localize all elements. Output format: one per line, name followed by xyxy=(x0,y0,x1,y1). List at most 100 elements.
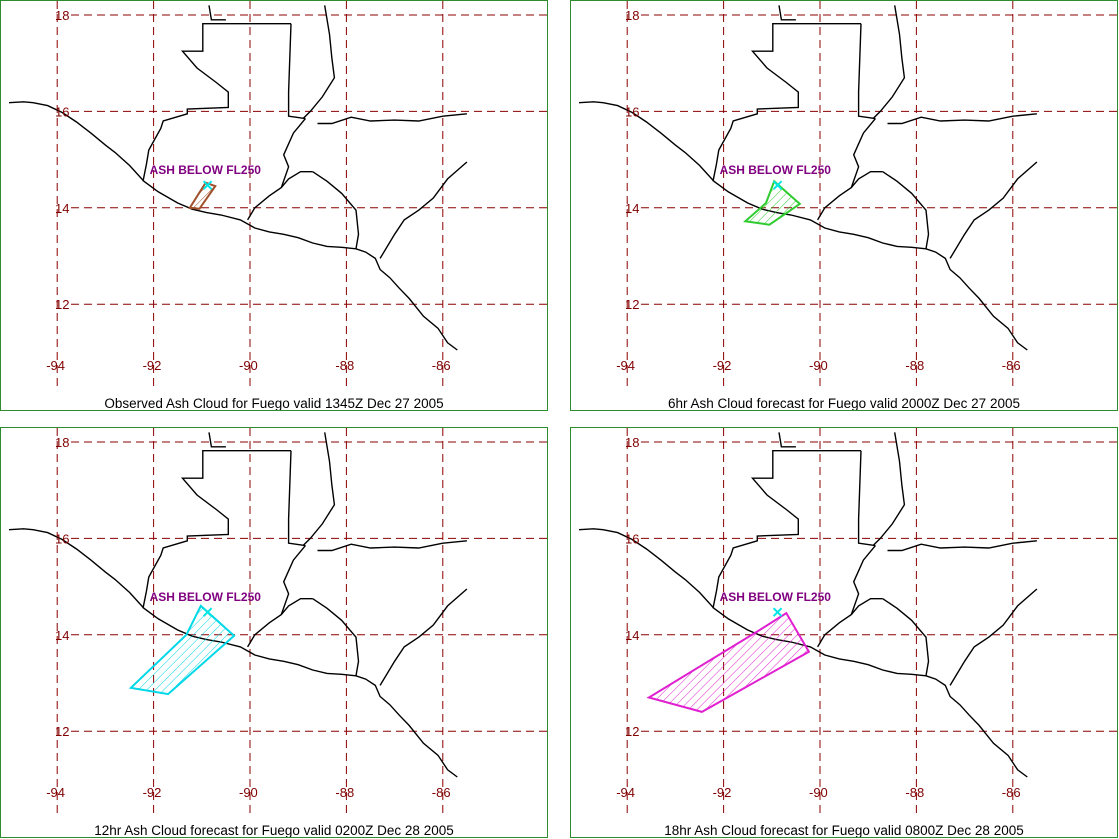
map-outline xyxy=(379,161,468,259)
map-outline xyxy=(857,450,876,547)
map-outline xyxy=(712,450,861,609)
map-outline xyxy=(208,432,226,448)
lat-tick-label: 14 xyxy=(625,628,639,643)
map-outline xyxy=(302,5,336,120)
ash-altitude-label: ASH BELOW FL250 xyxy=(720,590,832,604)
map-outline xyxy=(280,545,306,615)
lon-tick-label: -90 xyxy=(239,785,258,800)
ash-cloud-polygon xyxy=(646,611,811,713)
map-outline xyxy=(882,171,930,249)
lon-tick-label: -92 xyxy=(713,785,732,800)
map-outline xyxy=(287,450,306,547)
map-outline xyxy=(312,598,360,676)
ash-altitude-label: ASH BELOW FL250 xyxy=(720,163,832,177)
ash-altitude-label: ASH BELOW FL250 xyxy=(150,163,262,177)
lon-tick-label: -86 xyxy=(432,785,451,800)
map-outline xyxy=(816,170,883,221)
map-outline xyxy=(872,5,906,120)
lon-tick-label: -86 xyxy=(1002,358,1021,373)
map-outline xyxy=(778,5,796,21)
map-outline xyxy=(246,597,313,648)
lon-tick-label: -94 xyxy=(616,358,635,373)
map-outline xyxy=(302,432,336,547)
lon-tick-label: -86 xyxy=(432,358,451,373)
map-outline xyxy=(208,5,226,21)
lon-tick-label: -88 xyxy=(335,358,354,373)
lon-tick-label: -90 xyxy=(809,358,828,373)
lon-tick-label: -90 xyxy=(239,358,258,373)
map-outline xyxy=(312,171,360,249)
lat-tick-label: 12 xyxy=(55,297,69,312)
lon-tick-label: -94 xyxy=(616,785,635,800)
volcano-marker-icon xyxy=(772,607,783,617)
map-outline xyxy=(578,528,1028,778)
map-outline xyxy=(280,118,306,188)
ash-altitude-label: ASH BELOW FL250 xyxy=(150,590,262,604)
lon-tick-label: -92 xyxy=(143,785,162,800)
map-panel-6hr: ASH BELOW FL250 18 16 14 12 -94 -92 -90 -88 -86 6… xyxy=(570,0,1118,411)
map-outline xyxy=(379,588,468,686)
lat-tick-label: 14 xyxy=(55,201,69,216)
map-outline xyxy=(850,118,876,188)
map-outline xyxy=(246,170,313,221)
panel-caption: 6hr Ash Cloud forecast for Fuego valid 2… xyxy=(668,396,1020,411)
map-outline xyxy=(8,101,458,351)
map-canvas: ASH BELOW FL250 18 16 14 12 -94 -92 -90 -88 -86 xyxy=(8,428,547,813)
lat-tick-label: 14 xyxy=(625,201,639,216)
map-outline xyxy=(872,432,906,547)
lat-tick-label: 12 xyxy=(625,724,639,739)
map-outline xyxy=(949,588,1038,686)
lat-tick-label: 18 xyxy=(55,435,69,450)
ash-cloud-polygon xyxy=(743,179,802,226)
ash-cloud-polygon xyxy=(128,604,236,696)
map-outline xyxy=(317,113,467,125)
lat-tick-label: 12 xyxy=(55,724,69,739)
lon-tick-label: -86 xyxy=(1002,785,1021,800)
lat-tick-label: 12 xyxy=(625,297,639,312)
map-outline xyxy=(578,101,1028,351)
lon-tick-label: -88 xyxy=(905,785,924,800)
map-panel-observed: ASH BELOW FL250 18 16 14 12 -94 -92 -90 -88 -86 O… xyxy=(0,0,548,411)
lon-tick-label: -88 xyxy=(905,358,924,373)
map-outline xyxy=(949,161,1038,259)
map-outline xyxy=(816,597,883,648)
map-outline xyxy=(712,23,861,182)
lat-tick-label: 16 xyxy=(55,104,69,119)
lat-tick-label: 18 xyxy=(625,8,639,23)
lat-tick-label: 18 xyxy=(625,435,639,450)
map-outline xyxy=(317,540,467,552)
map-outline xyxy=(142,23,291,182)
map-canvas: ASH BELOW FL250 18 16 14 12 -94 -92 -90 -88 -86 xyxy=(578,428,1117,813)
map-panel-18hr: ASH BELOW FL250 18 16 14 12 -94 -92 -90 -88 -86 1… xyxy=(570,427,1118,838)
map-outline xyxy=(882,598,930,676)
map-outline xyxy=(142,450,291,609)
lon-tick-label: -92 xyxy=(143,358,162,373)
lat-tick-label: 16 xyxy=(625,104,639,119)
map-outline xyxy=(887,113,1037,125)
panel-caption: 18hr Ash Cloud forecast for Fuego valid … xyxy=(664,823,1024,838)
panel-caption: 12hr Ash Cloud forecast for Fuego valid … xyxy=(94,823,454,838)
lat-tick-label: 16 xyxy=(55,531,69,546)
map-outline xyxy=(287,23,306,120)
ash-cloud-polygon xyxy=(188,181,217,210)
map-outline xyxy=(887,540,1037,552)
map-canvas: ASH BELOW FL250 18 16 14 12 -94 -92 -90 -88 -86 xyxy=(8,1,547,386)
lon-tick-label: -90 xyxy=(809,785,828,800)
volcano-marker-icon xyxy=(202,180,213,190)
lon-tick-label: -88 xyxy=(335,785,354,800)
map-outline xyxy=(850,545,876,615)
map-canvas: ASH BELOW FL250 18 16 14 12 -94 -92 -90 -88 -86 xyxy=(578,1,1117,386)
lat-tick-label: 16 xyxy=(625,531,639,546)
panel-caption: Observed Ash Cloud for Fuego valid 1345Z… xyxy=(104,396,444,411)
map-outline xyxy=(857,23,876,120)
map-outline xyxy=(778,432,796,448)
map-panel-12hr: ASH BELOW FL250 18 16 14 12 -94 -92 -90 -88 -86 1… xyxy=(0,427,548,838)
volcano-marker-icon xyxy=(202,607,213,617)
lon-tick-label: -94 xyxy=(46,358,65,373)
lon-tick-label: -92 xyxy=(713,358,732,373)
lat-tick-label: 14 xyxy=(55,628,69,643)
lon-tick-label: -94 xyxy=(46,785,65,800)
volcano-marker-icon xyxy=(772,180,783,190)
lat-tick-label: 18 xyxy=(55,8,69,23)
map-outline xyxy=(8,528,458,778)
